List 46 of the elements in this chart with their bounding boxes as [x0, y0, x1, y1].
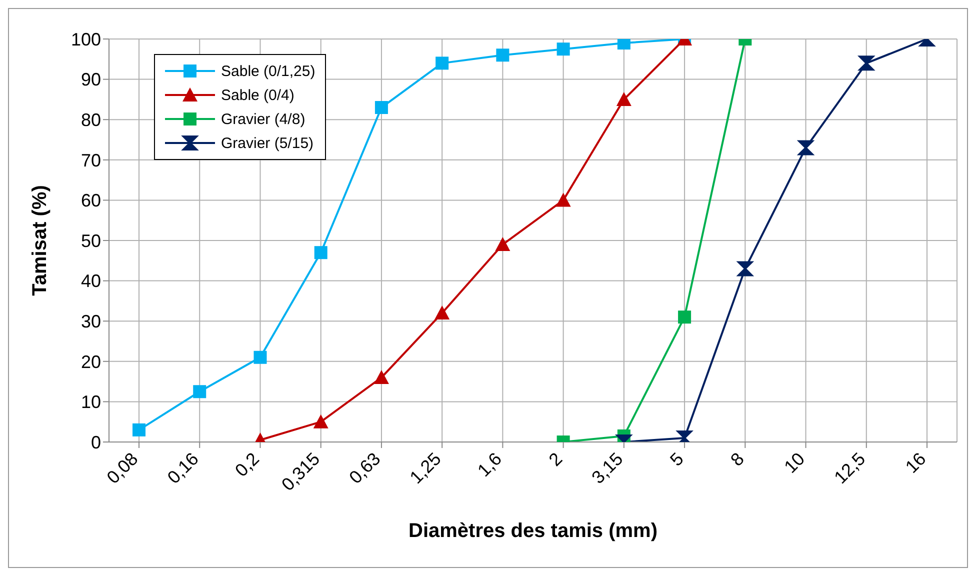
y-tick-label: 50 — [80, 230, 101, 251]
point — [374, 101, 388, 114]
point — [678, 310, 692, 324]
y-tick-label: 60 — [80, 190, 101, 211]
point — [496, 48, 510, 62]
x-tick-label: 16 — [902, 448, 930, 477]
x-tick-label: 1,6 — [474, 448, 506, 481]
y-tick-label: 100 — [70, 29, 101, 50]
point — [616, 92, 632, 106]
point — [738, 261, 753, 276]
point — [858, 56, 874, 71]
x-tick-label: 10 — [780, 448, 809, 477]
point — [132, 423, 146, 436]
x-tick-label: 0,2 — [231, 448, 264, 481]
point — [436, 56, 449, 70]
x-tick-label: 8 — [726, 448, 748, 470]
point — [556, 192, 571, 207]
x-axis-title: Diamètres des tamis (mm) — [408, 520, 658, 542]
point — [313, 414, 328, 428]
x-tick-label: 0,08 — [102, 448, 142, 488]
point — [314, 246, 328, 260]
y-axis-title: Tamisat (%) — [29, 185, 52, 296]
x-tick-label: 2 — [544, 448, 566, 470]
y-tick-label: 20 — [80, 352, 101, 372]
legend-label: Sable (0/4) — [221, 86, 294, 104]
legend-label: Gravier (4/8) — [221, 110, 306, 128]
legend-label: Gravier (5/15) — [221, 134, 314, 152]
point — [193, 385, 206, 398]
point — [434, 306, 450, 320]
y-tick-label: 90 — [80, 70, 101, 90]
point — [374, 370, 389, 384]
point — [556, 42, 570, 56]
legend-label: Sable (0/1,25) — [221, 62, 316, 80]
y-tick-label: 70 — [80, 150, 101, 170]
x-tick-label: 3,15 — [588, 448, 627, 488]
y-tick-label: 40 — [80, 271, 101, 292]
y-tick-label: 10 — [80, 392, 101, 412]
y-tick-label: 80 — [80, 110, 101, 130]
x-tick-label: 5 — [666, 448, 688, 470]
y-tick-label: 0 — [90, 432, 101, 452]
x-tick-label: 0,63 — [345, 448, 384, 488]
x-tick-label: 0,16 — [164, 448, 202, 488]
y-tick-label: 30 — [80, 311, 101, 332]
point — [254, 350, 267, 364]
point — [798, 140, 814, 156]
point — [495, 237, 510, 252]
